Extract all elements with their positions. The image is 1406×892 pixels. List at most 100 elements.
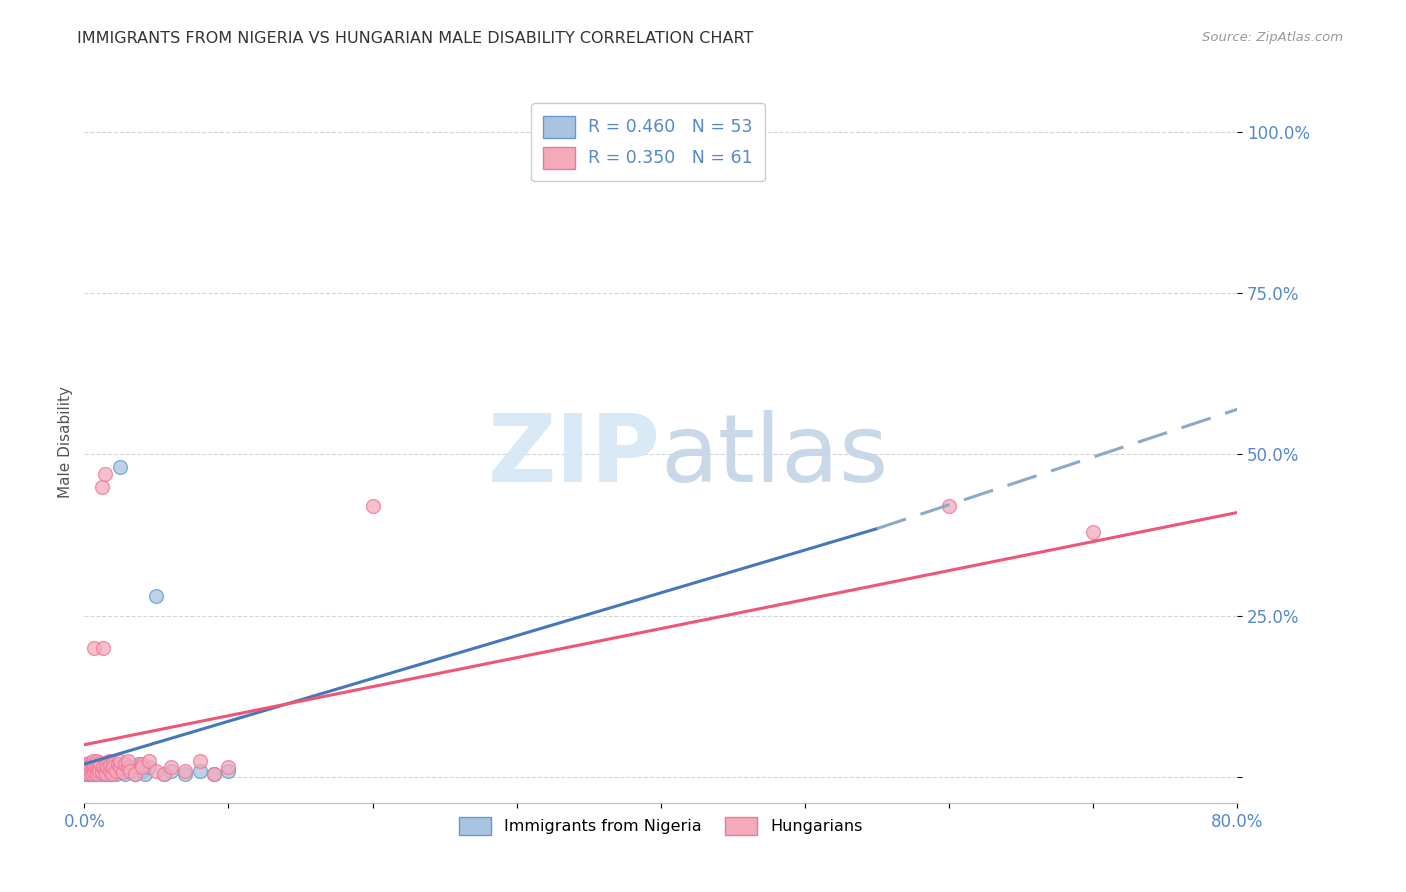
Point bbox=[82, 760, 104, 774]
Point bbox=[83, 764, 105, 779]
Point bbox=[83, 758, 105, 772]
Point bbox=[110, 760, 132, 774]
Point bbox=[131, 757, 153, 772]
Point bbox=[82, 760, 104, 774]
Point bbox=[152, 766, 174, 780]
Point bbox=[83, 764, 105, 778]
Point bbox=[131, 760, 153, 774]
Point bbox=[103, 756, 124, 770]
Point bbox=[188, 754, 211, 768]
Point bbox=[145, 590, 167, 604]
Point bbox=[103, 760, 124, 774]
Point bbox=[110, 754, 132, 768]
Point bbox=[218, 760, 240, 774]
Point bbox=[120, 764, 142, 778]
Point bbox=[134, 766, 156, 780]
Point bbox=[110, 764, 132, 778]
Point bbox=[80, 766, 103, 780]
Text: atlas: atlas bbox=[661, 410, 889, 502]
Point bbox=[103, 760, 124, 774]
Point bbox=[90, 480, 112, 494]
Text: IMMIGRANTS FROM NIGERIA VS HUNGARIAN MALE DISABILITY CORRELATION CHART: IMMIGRANTS FROM NIGERIA VS HUNGARIAN MAL… bbox=[77, 31, 754, 46]
Point bbox=[124, 766, 146, 780]
Point bbox=[77, 756, 100, 770]
Point bbox=[202, 766, 225, 780]
Point bbox=[76, 762, 98, 776]
Point bbox=[86, 756, 108, 770]
Point bbox=[80, 757, 103, 772]
Point bbox=[79, 758, 101, 772]
Point bbox=[98, 764, 121, 778]
Point bbox=[103, 764, 124, 779]
Point bbox=[76, 764, 98, 779]
Point bbox=[97, 756, 120, 770]
Point bbox=[120, 764, 142, 778]
Point bbox=[87, 764, 110, 779]
Point bbox=[110, 460, 132, 475]
Point bbox=[94, 760, 117, 774]
Point bbox=[97, 754, 120, 768]
Point bbox=[90, 757, 112, 772]
Point bbox=[76, 758, 98, 772]
Point bbox=[93, 764, 115, 778]
Point bbox=[145, 764, 167, 778]
Point bbox=[83, 640, 105, 655]
Point bbox=[86, 764, 108, 778]
Point bbox=[77, 764, 100, 778]
Point bbox=[77, 760, 100, 774]
Point bbox=[75, 764, 97, 778]
Text: ZIP: ZIP bbox=[488, 410, 661, 502]
Point bbox=[124, 766, 146, 780]
Point bbox=[80, 762, 103, 776]
Point bbox=[90, 764, 112, 779]
Point bbox=[77, 760, 100, 774]
Point bbox=[75, 757, 97, 772]
Point bbox=[76, 764, 98, 779]
Point bbox=[1083, 524, 1105, 539]
Point bbox=[117, 760, 139, 774]
Point bbox=[84, 766, 107, 780]
Point bbox=[94, 766, 117, 780]
Legend: Immigrants from Nigeria, Hungarians: Immigrants from Nigeria, Hungarians bbox=[453, 811, 869, 842]
Point bbox=[117, 760, 139, 774]
Point bbox=[86, 754, 108, 768]
Point bbox=[84, 757, 107, 772]
Point bbox=[138, 760, 160, 774]
Point bbox=[79, 764, 101, 779]
Point bbox=[98, 758, 121, 772]
Point bbox=[82, 764, 104, 779]
Point bbox=[87, 764, 110, 778]
Point bbox=[91, 640, 114, 655]
Point bbox=[82, 766, 104, 780]
Y-axis label: Male Disability: Male Disability bbox=[58, 385, 73, 498]
Point bbox=[202, 766, 225, 780]
Point bbox=[107, 757, 129, 772]
Point bbox=[117, 754, 139, 768]
Point bbox=[138, 754, 160, 768]
Point bbox=[131, 764, 153, 778]
Point bbox=[152, 766, 174, 780]
Point bbox=[96, 764, 118, 779]
Point bbox=[91, 760, 114, 774]
Point bbox=[160, 764, 183, 778]
Point bbox=[105, 764, 128, 778]
Point bbox=[114, 757, 136, 772]
Point bbox=[938, 499, 960, 513]
Point bbox=[114, 766, 136, 780]
Point bbox=[105, 766, 128, 780]
Point bbox=[84, 762, 107, 776]
Point bbox=[188, 764, 211, 778]
Point bbox=[94, 757, 117, 772]
Point bbox=[218, 764, 240, 778]
Point bbox=[79, 758, 101, 772]
Point bbox=[84, 760, 107, 774]
Text: Source: ZipAtlas.com: Source: ZipAtlas.com bbox=[1202, 31, 1343, 45]
Point bbox=[96, 760, 118, 774]
Point bbox=[98, 766, 121, 780]
Point bbox=[89, 766, 111, 780]
Point bbox=[75, 766, 97, 780]
Point bbox=[91, 764, 114, 778]
Point bbox=[77, 766, 100, 780]
Point bbox=[112, 764, 135, 779]
Point bbox=[174, 766, 197, 780]
